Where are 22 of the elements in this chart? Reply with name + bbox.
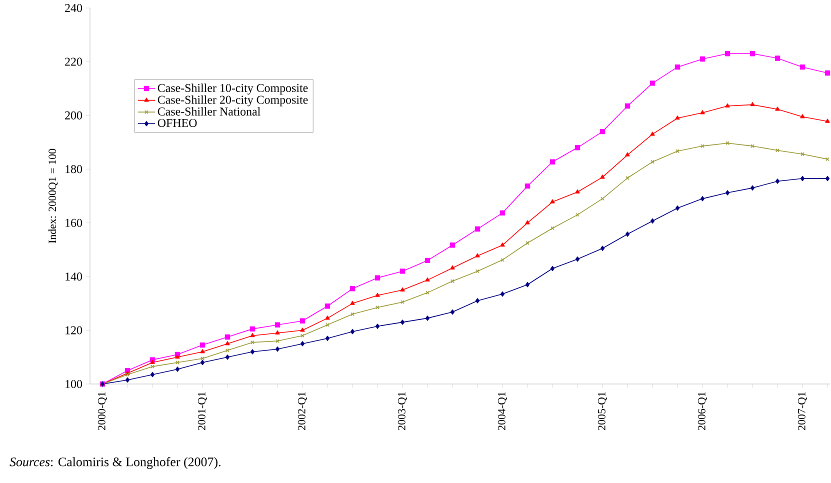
x-tick-label: 2005-Q1 bbox=[598, 392, 608, 430]
y-tick-label: 180 bbox=[66, 165, 82, 174]
x-tick-label: 2002-Q1 bbox=[298, 392, 308, 430]
y-tick-label: 220 bbox=[65, 58, 82, 66]
y-tick-label: 120 bbox=[66, 326, 82, 334]
x-tick-label: 2000-Q1 bbox=[98, 392, 108, 430]
x-tick-label: 2003-Q1 bbox=[398, 392, 408, 430]
legend-label: OFHEO bbox=[158, 118, 197, 127]
y-tick-label: 160 bbox=[66, 218, 82, 227]
text: Sources: Calomiris & Longhofer (2007). bbox=[10, 457, 220, 469]
legend-label: Case-Shiller 20-city Composite bbox=[158, 95, 308, 106]
legend-label: Case-Shiller 10-city Composite bbox=[158, 84, 308, 94]
legend-label: Case-Shiller National bbox=[158, 107, 260, 116]
x-tick-label: 2004-Q1 bbox=[498, 392, 508, 430]
x-tick-label: 2007-Q1 bbox=[798, 392, 808, 430]
x-tick-label: 2001-Q1 bbox=[198, 392, 208, 430]
y-tick-label: 240 bbox=[65, 4, 82, 12]
y-tick-label: 100 bbox=[66, 380, 82, 388]
x-tick-label: 2006-Q1 bbox=[698, 392, 708, 430]
y-tick-label: 200 bbox=[65, 111, 82, 120]
y-tick-label: 140 bbox=[66, 272, 82, 281]
y-axis-title: Index: 2000Q1 = 100 bbox=[48, 148, 58, 244]
